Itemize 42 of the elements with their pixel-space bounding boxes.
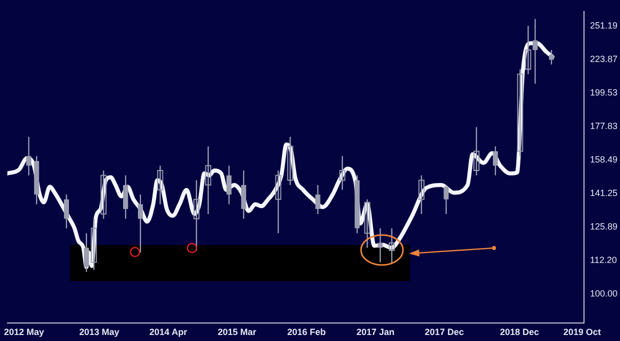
y-tick-label: 100.00 (590, 288, 618, 298)
candlestick (205, 146, 212, 215)
y-tick-label: 141.25 (590, 188, 618, 198)
y-tick-label: 223.87 (590, 54, 618, 64)
x-tick-label: 2014 Apr (149, 326, 188, 337)
y-tick-label: 199.53 (590, 87, 618, 98)
candlestick (84, 232, 89, 272)
y-tick-label: 125.89 (590, 221, 618, 232)
y-tick-label: 112.20 (590, 254, 617, 265)
candlestick (364, 198, 370, 248)
candlestick (100, 170, 107, 220)
candlestick (444, 184, 449, 215)
candlestick (275, 170, 282, 234)
candlestick (26, 136, 32, 176)
candlestick (123, 174, 128, 220)
candlestick (418, 174, 424, 215)
y-tick-label: 251.19 (590, 20, 618, 30)
candlestick (378, 228, 383, 263)
candlestick (492, 146, 498, 176)
x-tick-label: 2012 May (4, 326, 44, 337)
candlestick (226, 165, 232, 205)
candlestick (138, 194, 143, 254)
candlestick (90, 218, 97, 271)
y-tick-label: 158.49 (590, 154, 618, 164)
candlestick (315, 184, 320, 215)
candlestick (241, 170, 246, 220)
candlestick (64, 194, 69, 229)
candlestick (339, 155, 346, 190)
candlestick (287, 136, 294, 186)
y-tick-label: 177.83 (590, 120, 618, 131)
candlestick (517, 68, 524, 157)
x-tick-label: 2013 May (79, 326, 120, 337)
x-tick-label: 2017 Jan (356, 326, 395, 337)
candlestick (473, 126, 480, 176)
x-tick-label: 2016 Feb (287, 326, 326, 337)
x-tick-label: 2018 Dec (500, 326, 540, 337)
candlestick (548, 49, 554, 66)
candlestick (157, 165, 164, 205)
x-tick-label: 2017 Dec (424, 326, 464, 337)
x-tick-label: 2015 Mar (218, 326, 257, 337)
x-tick-label: 2019 Oct (563, 326, 601, 337)
candlestick (388, 228, 395, 265)
